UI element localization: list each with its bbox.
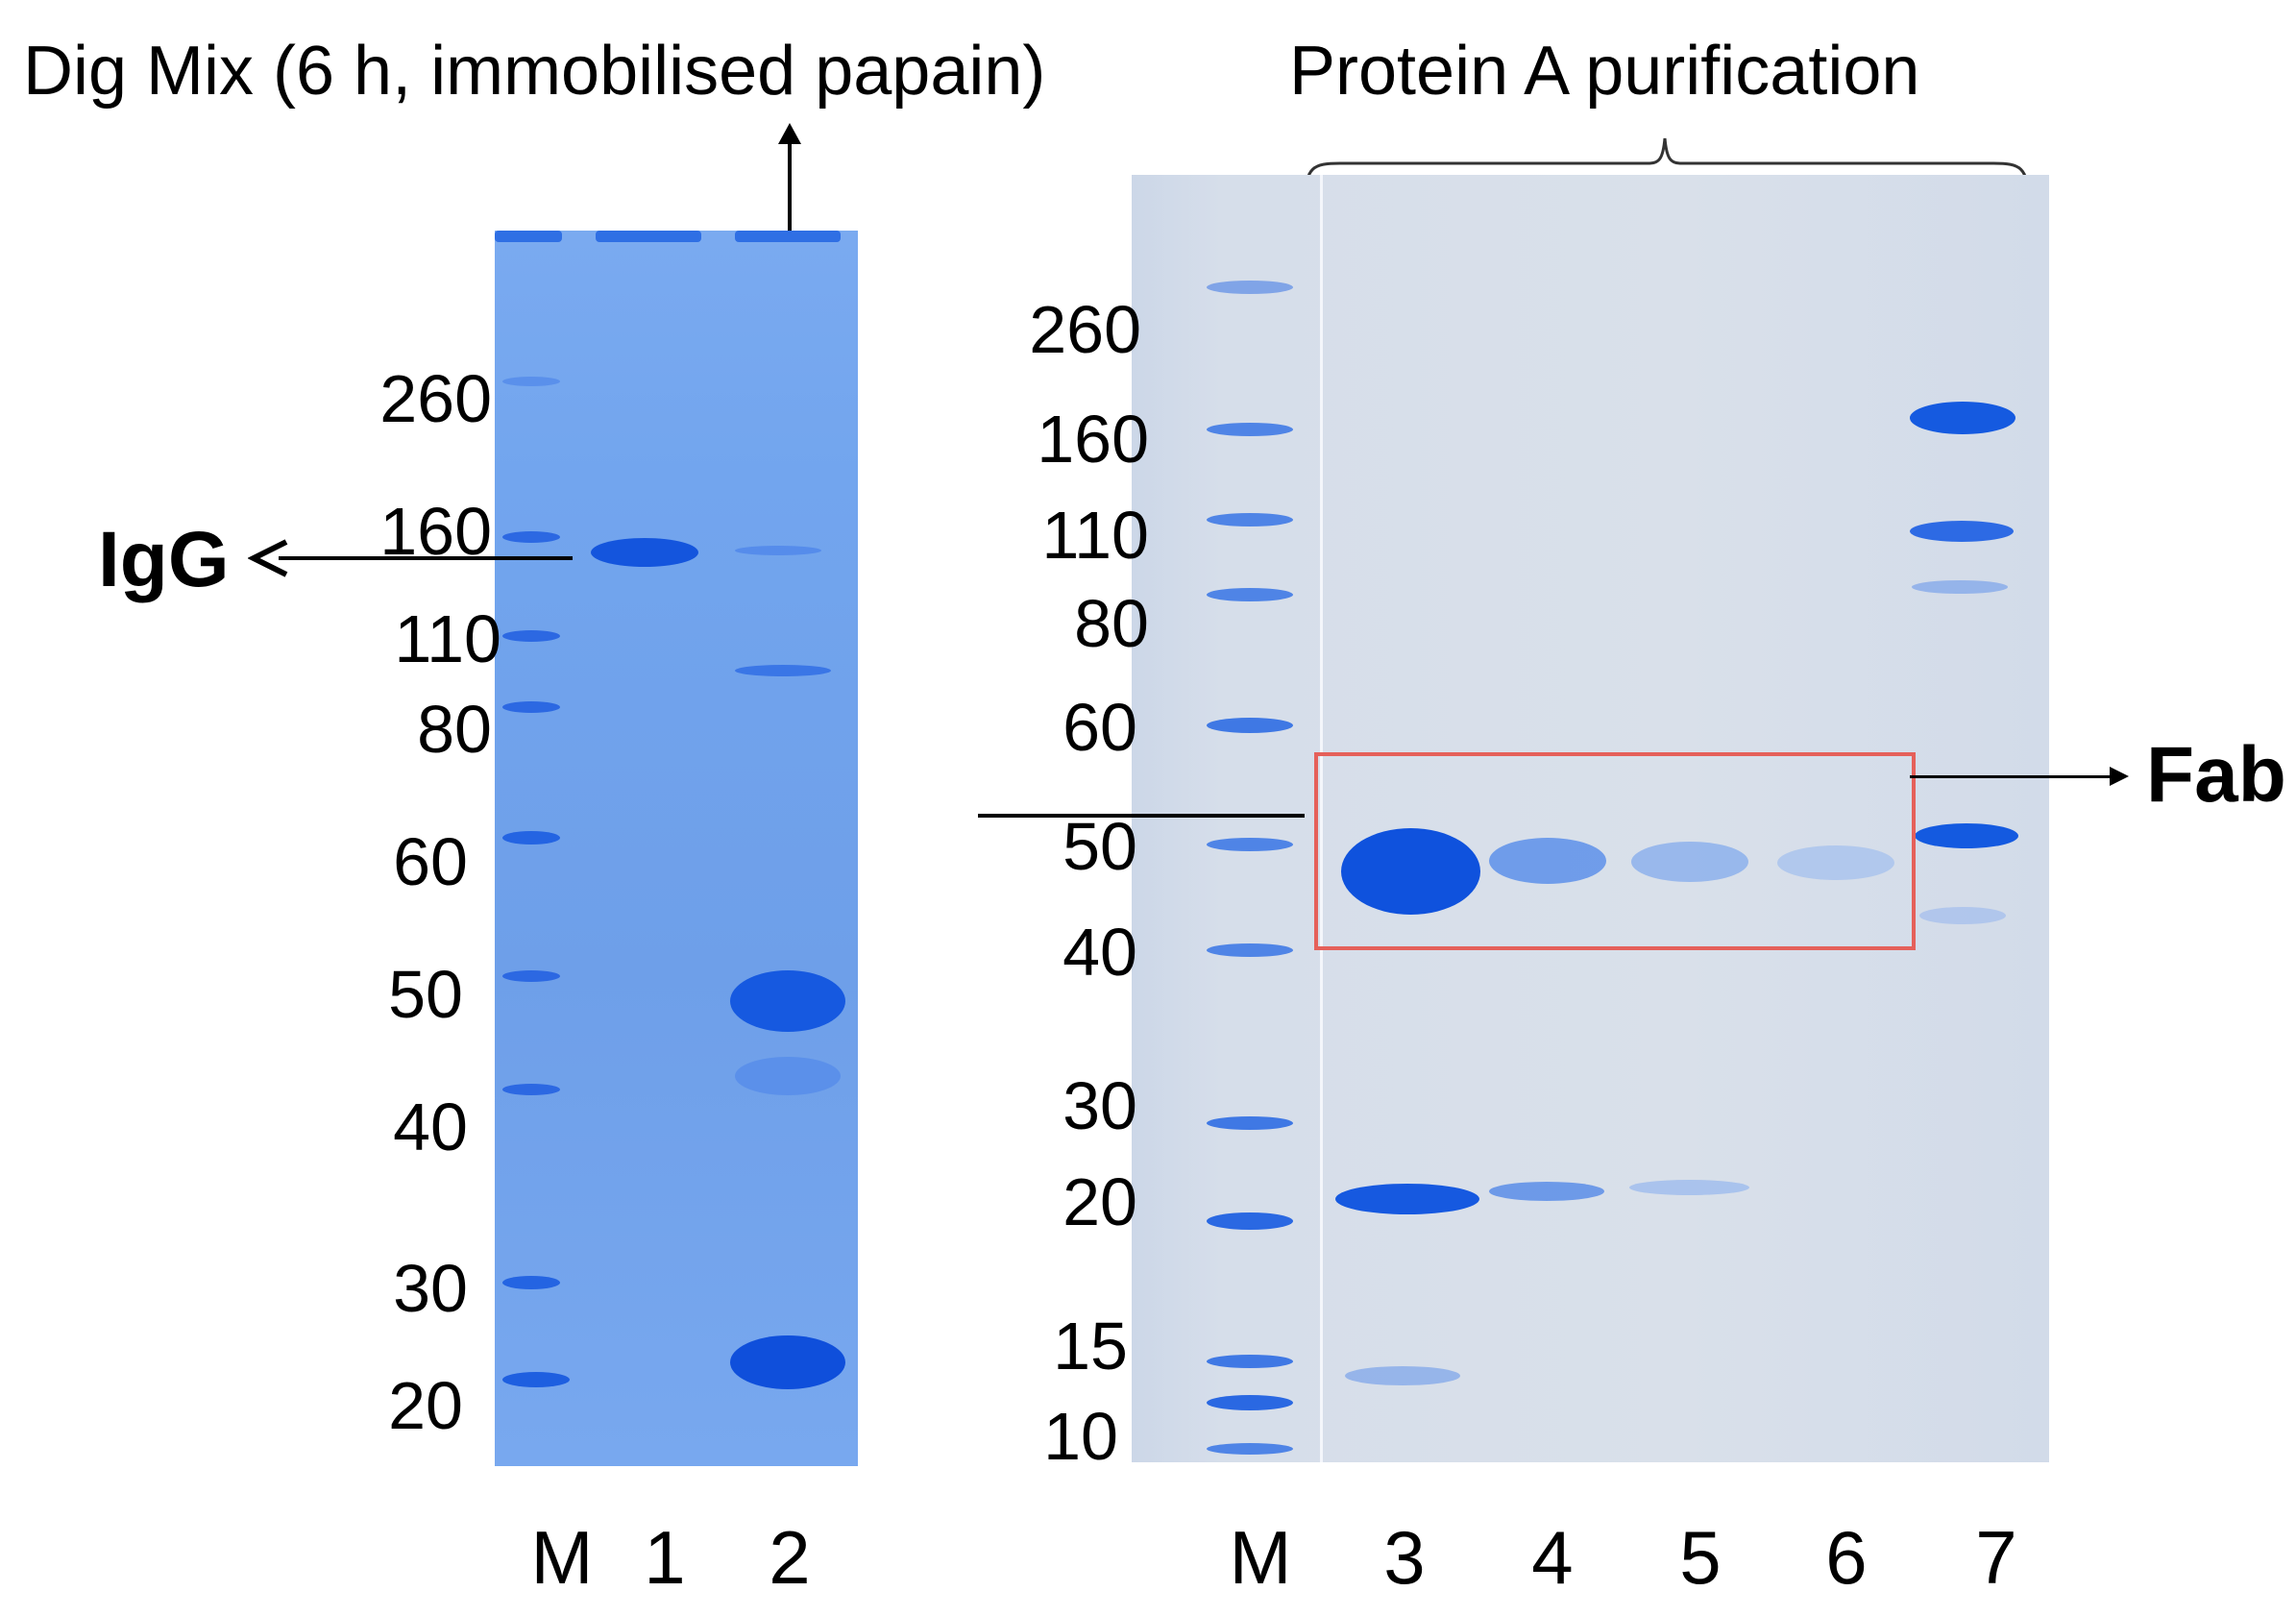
ladder-band (502, 970, 560, 982)
fab-arrow-head (2110, 767, 2129, 786)
lane5-band (1629, 1180, 1749, 1195)
mw-label: 40 (1063, 915, 1137, 990)
lane2-band (735, 665, 831, 676)
lane2-band (735, 546, 821, 555)
ladder-band (1207, 513, 1293, 526)
well-edge (735, 231, 841, 242)
igg-band (591, 538, 698, 567)
mw-label: 10 (1043, 1399, 1118, 1474)
lane-label: 3 (1383, 1515, 1426, 1600)
mw-label: 60 (393, 824, 468, 899)
fab-label: Fab (2146, 731, 2286, 819)
lane3-band (1341, 828, 1480, 915)
ladder-band (502, 1084, 560, 1095)
lane7-band (1919, 907, 2006, 924)
ladder-band (1207, 1355, 1293, 1368)
lane-label: M (530, 1515, 594, 1600)
lane3-band (1335, 1184, 1479, 1214)
lane-label: 6 (1825, 1515, 1868, 1600)
ladder-band (1207, 588, 1293, 601)
well-edge (495, 231, 562, 242)
igg-label: IgG (98, 516, 230, 603)
fab-reference-line (978, 814, 1305, 818)
mw-label: 260 (1029, 292, 1141, 367)
ladder-band (1207, 423, 1293, 436)
ladder-band (1207, 1116, 1293, 1130)
lane7-band (1912, 580, 2008, 594)
igg-arrow-head (248, 539, 288, 577)
mw-label: 20 (388, 1368, 463, 1443)
ladder-band (1207, 1443, 1293, 1455)
lane6-band (1777, 845, 1894, 880)
right-gel (1132, 175, 2049, 1462)
mw-label: 20 (1063, 1164, 1137, 1239)
ladder-band (1207, 1212, 1293, 1230)
ladder-band (502, 831, 560, 845)
fab-arrow-shaft (1910, 775, 2112, 778)
mw-label: 50 (388, 957, 463, 1032)
lane-label: 7 (1975, 1515, 2017, 1600)
mw-label: 80 (417, 692, 492, 767)
lane-separator (1320, 175, 1323, 1462)
mw-label: 160 (379, 494, 492, 569)
right-gel-title: Protein A purification (1289, 33, 1920, 110)
ladder-band (502, 701, 560, 713)
protein-a-bracket (1304, 137, 2030, 201)
lane-label: 1 (644, 1515, 686, 1600)
mw-label: 160 (1037, 402, 1149, 477)
dig-mix-arrow-head (778, 123, 801, 144)
mw-label: 40 (393, 1090, 468, 1164)
dig-mix-arrow-shaft (788, 139, 792, 257)
ladder-band (1207, 718, 1293, 733)
ladder-band (502, 531, 560, 543)
lane2-band (730, 970, 845, 1032)
lane4-band (1489, 838, 1606, 884)
ladder-band (1207, 281, 1293, 294)
mw-label: 260 (379, 361, 492, 436)
lane-label: 4 (1531, 1515, 1574, 1600)
lane5-band (1631, 842, 1748, 882)
left-gel-title: Dig Mix (6 h, immobilised papain) (23, 33, 1046, 110)
left-gel (495, 231, 858, 1466)
mw-label: 110 (1041, 498, 1149, 573)
ladder-band (1207, 1395, 1293, 1410)
mw-label: 80 (1074, 586, 1149, 661)
ladder-band (502, 630, 560, 642)
ladder-band (1207, 943, 1293, 957)
ladder-band (1207, 838, 1293, 851)
lane3-band (1345, 1366, 1460, 1385)
lane2-band (735, 1057, 841, 1095)
ladder-band (502, 1276, 560, 1289)
lane2-band (730, 1335, 845, 1389)
lane7-band (1915, 823, 2018, 848)
mw-label: 15 (1053, 1309, 1128, 1383)
well-edge (596, 231, 701, 242)
lane-label: M (1229, 1515, 1292, 1600)
mw-label: 60 (1063, 690, 1137, 765)
mw-label: 110 (394, 601, 501, 676)
mw-label: 30 (1063, 1068, 1137, 1143)
ladder-band (502, 377, 560, 386)
mw-label: 50 (1063, 809, 1137, 884)
lane7-band (1910, 402, 2015, 434)
lane4-band (1489, 1182, 1604, 1201)
igg-arrow-shaft (279, 556, 573, 560)
lane-label: 5 (1679, 1515, 1722, 1600)
fab-highlight-box (1314, 752, 1916, 950)
ladder-band (502, 1372, 570, 1387)
lane7-band (1910, 521, 2014, 542)
mw-label: 30 (393, 1251, 468, 1326)
lane-label: 2 (769, 1515, 811, 1600)
